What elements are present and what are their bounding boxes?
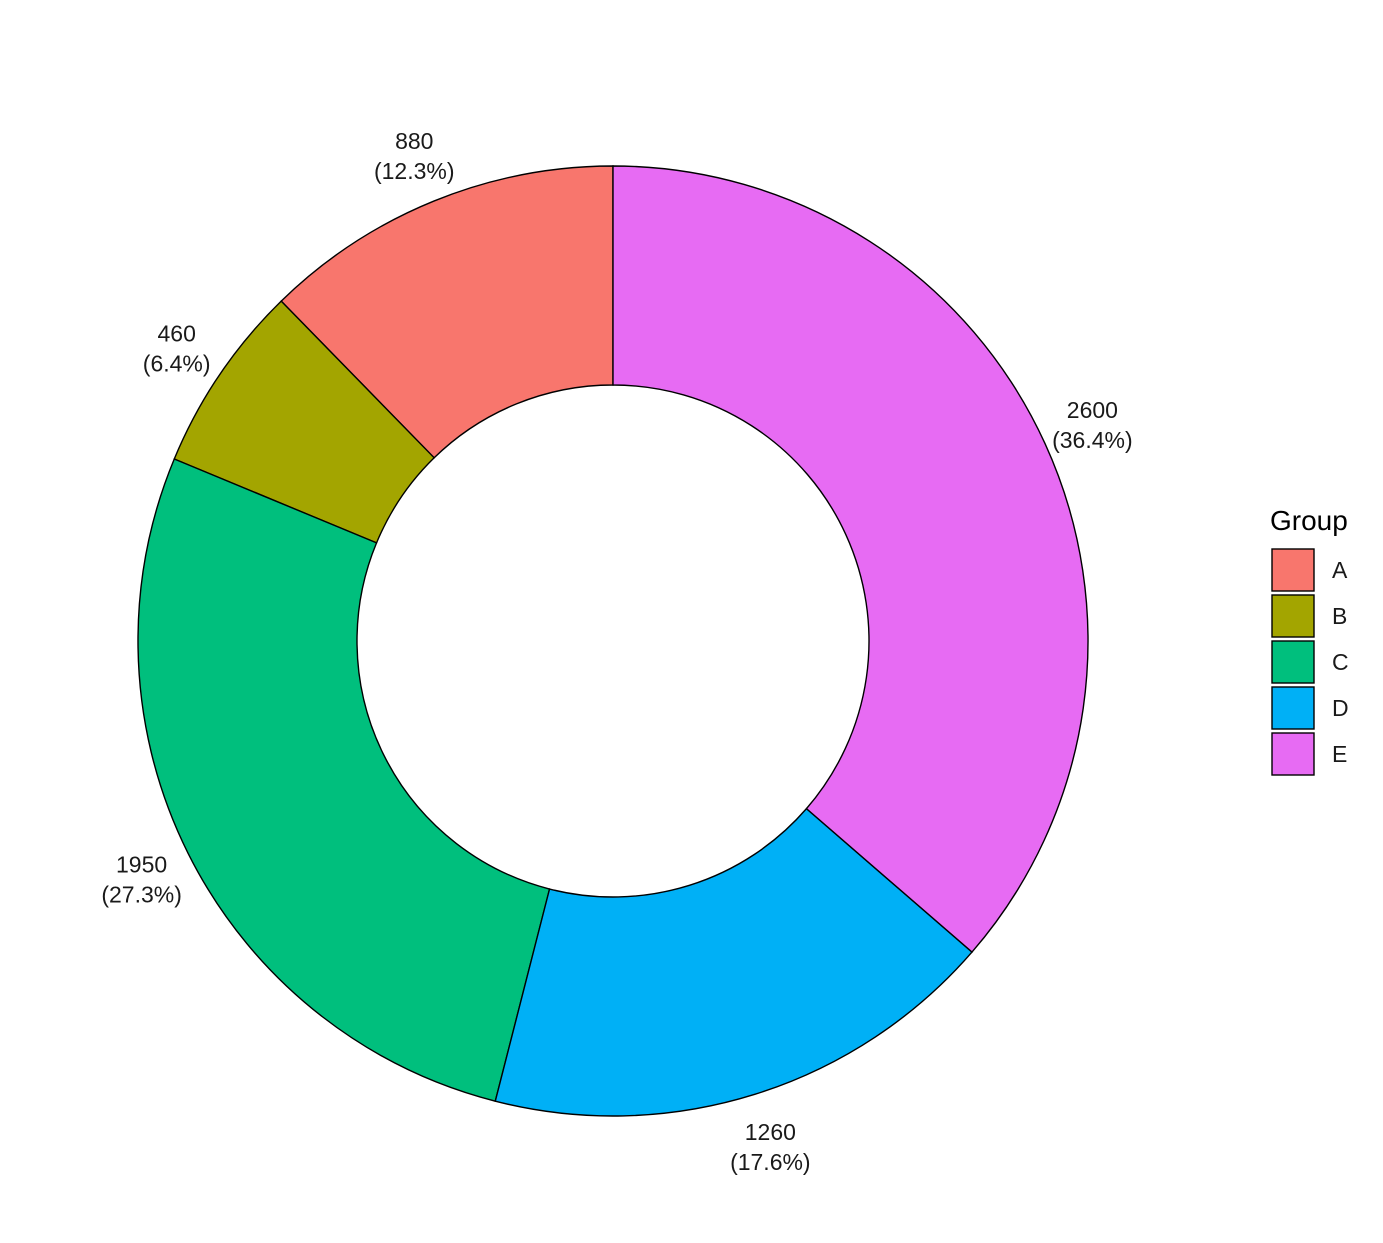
slice-label-b: 460 (6.4%) [143,320,211,376]
percent-label: (27.3%) [101,882,182,908]
legend-label-d: D [1332,695,1349,721]
percent-label: (17.6%) [730,1149,811,1175]
slice-label-e: 2600 (36.4%) [1052,397,1133,453]
slice-c [137,458,551,1103]
slice-label-a: 880 (12.3%) [374,128,455,184]
legend-item-a: A [1271,548,1348,592]
legend-key-c [1271,640,1315,684]
slice-e [612,165,1089,954]
percent-label: (6.4%) [143,350,211,376]
legend-item-b: B [1271,594,1347,638]
legend-item-c: C [1271,640,1349,684]
legend-label-e: E [1332,741,1347,767]
legend-title: Group [1270,505,1348,536]
legend-item-e: E [1271,732,1347,776]
donut-slices [137,165,1089,1117]
legend-key-e [1271,732,1315,776]
value-label: 880 [395,128,433,154]
percent-label: (36.4%) [1052,427,1133,453]
slice-label-d: 1260 (17.6%) [730,1119,811,1175]
value-label: 1260 [745,1119,796,1145]
slice-label-c: 1950 (27.3%) [101,852,182,908]
legend-key-a [1271,548,1315,592]
legend-label-c: C [1332,649,1349,675]
legend-key-b [1271,594,1315,638]
value-label: 1950 [116,852,167,878]
legend-item-d: D [1271,686,1349,730]
legend-label-a: A [1332,557,1348,583]
legend-key-d [1271,686,1315,730]
slice-labels: 880 (12.3%) 460 (6.4%) 1950 (27.3%) 1260 (17.6%… [101,128,1132,1175]
slice-a [280,165,614,459]
legend-label-b: B [1332,603,1347,629]
percent-label: (12.3%) [374,158,455,184]
slice-d [494,807,973,1117]
value-label: 460 [157,320,195,346]
value-label: 2600 [1067,397,1118,423]
